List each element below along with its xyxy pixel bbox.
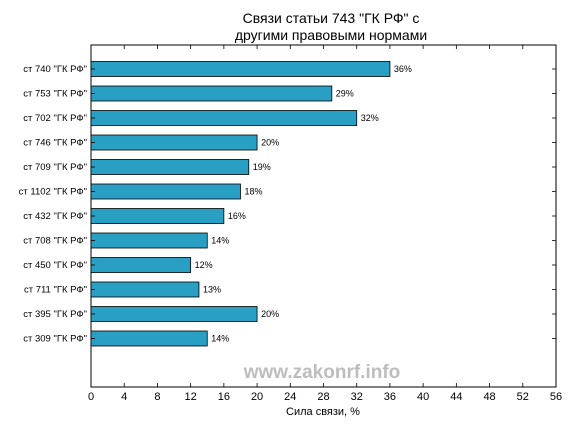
x-tick-label-12: 48 — [483, 391, 495, 403]
bar-0 — [90, 61, 391, 77]
y-tick-label-9: ст 711 "ГК РФ" — [24, 285, 87, 296]
x-tick-label-10: 40 — [417, 391, 429, 403]
bar-8 — [90, 257, 192, 273]
watermark: www.zakonrf.info — [243, 362, 401, 383]
x-tick-label-9: 36 — [384, 391, 396, 403]
data-label-0: 36% — [394, 64, 412, 74]
chart-title-line-2: другими правовыми нормами — [235, 27, 427, 43]
x-tick-label-7: 28 — [317, 391, 329, 403]
bar-11 — [90, 330, 208, 347]
data-label-4: 19% — [253, 162, 271, 172]
x-tick-label-4: 16 — [218, 391, 230, 403]
chart-title-line-1: Связи статьи 743 "ГК РФ" с — [243, 10, 420, 26]
bar-2 — [90, 110, 358, 126]
bar-1 — [90, 85, 333, 102]
data-label-7: 14% — [211, 236, 229, 246]
data-label-11: 14% — [211, 334, 229, 344]
data-label-8: 12% — [195, 260, 213, 270]
x-tick-label-3: 12 — [185, 391, 197, 403]
y-tick-label-3: ст 746 "ГК РФ" — [23, 138, 87, 149]
x-tick-label-13: 52 — [517, 391, 529, 403]
y-tick-label-5: ст 1102 "ГК РФ" — [19, 187, 87, 198]
y-tick-label-2: ст 702 "ГК РФ" — [23, 113, 87, 124]
data-label-2: 32% — [361, 113, 379, 123]
x-tick-label-11: 44 — [450, 391, 462, 403]
y-tick-label-6: ст 432 "ГК РФ" — [23, 211, 87, 222]
x-tick-label-8: 32 — [351, 391, 363, 403]
x-tick-label-6: 24 — [284, 391, 296, 403]
y-tick-label-8: ст 450 "ГК РФ" — [23, 260, 87, 271]
data-label-6: 16% — [228, 211, 246, 221]
y-tick-label-11: ст 309 "ГК РФ" — [23, 334, 87, 345]
y-tick-label-7: ст 708 "ГК РФ" — [23, 236, 87, 247]
x-tick-label-2: 8 — [154, 391, 160, 403]
bar-5 — [90, 183, 241, 200]
y-tick-label-1: ст 753 "ГК РФ" — [23, 89, 87, 100]
data-label-1: 29% — [336, 89, 354, 99]
x-tick-label-1: 4 — [121, 391, 127, 403]
bar-10 — [90, 306, 258, 322]
y-tick-label-0: ст 740 "ГК РФ" — [23, 64, 87, 75]
x-axis-label: Сила связи, % — [286, 406, 360, 418]
data-label-5: 18% — [244, 187, 262, 197]
x-tick-label-5: 20 — [251, 391, 263, 403]
y-tick-label-10: ст 395 "ГК РФ" — [23, 309, 87, 320]
bar-4 — [90, 159, 250, 175]
data-label-9: 13% — [203, 285, 221, 295]
bar-9 — [90, 281, 200, 298]
x-tick-label-14: 56 — [550, 391, 562, 403]
bar-3 — [90, 134, 258, 151]
bar-7 — [90, 232, 208, 249]
bar-6 — [90, 208, 225, 224]
data-label-10: 20% — [261, 309, 279, 319]
y-tick-label-4: ст 709 "ГК РФ" — [23, 162, 87, 173]
data-label-3: 20% — [261, 138, 279, 148]
x-tick-label-0: 0 — [88, 391, 94, 403]
